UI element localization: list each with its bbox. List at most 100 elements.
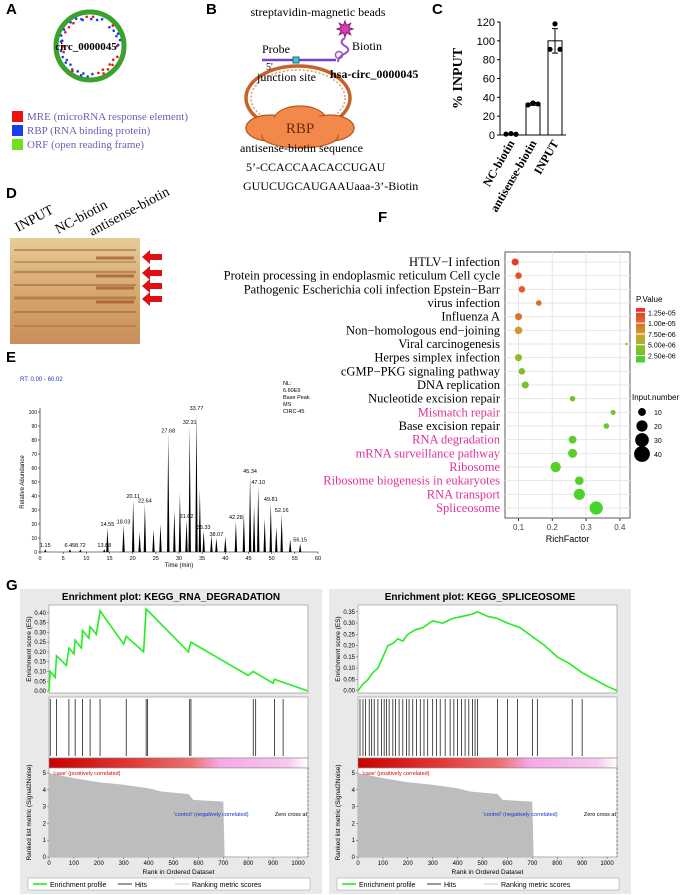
peak — [44, 549, 47, 552]
rbp-site — [61, 55, 65, 59]
y-tick-label: 0.25 — [343, 632, 355, 638]
peak-label: 1.15 — [40, 543, 51, 549]
data-point — [508, 130, 514, 137]
rbp-site — [108, 25, 111, 29]
rbp-site — [116, 32, 120, 36]
rbp-site — [95, 18, 99, 22]
mre-site — [85, 15, 89, 19]
y-tick-label: 80 — [483, 55, 495, 67]
y-tick-label: Ribosome — [449, 460, 500, 474]
y-tick-label: 0.40 — [34, 611, 46, 617]
x-tick-label: 30 — [176, 556, 182, 562]
rbp-site — [112, 29, 115, 33]
mre-site — [111, 63, 114, 67]
y-tick-label: Spliceosome — [436, 501, 500, 515]
rank-colorbar — [357, 757, 618, 769]
y-tick-label: DNA replication — [417, 378, 501, 392]
legend-label: Enrichment profile — [359, 882, 416, 889]
panel-label: F — [378, 209, 387, 226]
x-tick-label: 700 — [218, 861, 229, 867]
x-axis-label: Rank in Ordered Dataset — [452, 869, 524, 876]
peak — [275, 526, 278, 552]
y-tick-label: 3 — [352, 805, 356, 811]
y-tick-label: mRNA surveillance pathway — [356, 446, 501, 460]
y-tick-label: 0.05 — [34, 679, 46, 685]
rbp-site — [64, 61, 68, 64]
x-tick-label: 0.1 — [513, 523, 525, 532]
y-tick-label: 40 — [483, 92, 495, 104]
size-key — [638, 408, 646, 416]
peak — [242, 512, 246, 552]
x-tick-label: 800 — [243, 861, 254, 867]
peak-label: 56.15 — [293, 538, 307, 544]
data-point — [525, 102, 531, 108]
y-tick-label: Influenza A — [441, 310, 500, 324]
gsea-title: Enrichment plot: KEGG_RNA_DEGRADATION — [62, 592, 280, 603]
x-tick-label: 50 — [269, 556, 275, 562]
rbp-site — [59, 49, 63, 53]
y-tick-label: 20 — [31, 522, 37, 528]
size-key — [635, 433, 649, 447]
y-tick-label: Pathogenic Escherichia coli infection Ep… — [244, 282, 501, 296]
rbp-site — [115, 34, 118, 38]
bubble — [603, 423, 610, 429]
x-tick-label: 60 — [315, 556, 321, 562]
peak-label: 35.33 — [197, 525, 211, 531]
y-tick-label: 10 — [31, 536, 37, 542]
x-tick-label: 400 — [144, 861, 155, 867]
panel-label: D — [6, 185, 17, 202]
colorbar-step — [636, 344, 645, 347]
mre-site — [102, 72, 105, 75]
peak-label: 49.81 — [264, 497, 278, 503]
mre-site — [111, 58, 115, 62]
bubble — [521, 381, 529, 389]
peak-label: 6.45 — [65, 543, 76, 549]
sequence-line: GUUCUGCAUGAAUaaa-3’-Biotin — [243, 179, 418, 193]
y-tick-label: 0 — [352, 855, 356, 861]
rbp-site — [69, 21, 72, 24]
y-tick-label: RNA transport — [427, 487, 501, 501]
x-tick-label: 0 — [38, 556, 41, 562]
y-tick-label: Herpes simplex infection — [374, 351, 500, 365]
peak — [131, 500, 135, 552]
rbp-site — [79, 73, 83, 77]
peak — [68, 549, 72, 552]
y-tick-label: 4 — [352, 788, 356, 794]
y-tick-label: 20 — [483, 111, 495, 123]
ranking-metric — [358, 773, 617, 857]
data-point — [547, 46, 553, 52]
scan-note: 6.60E9 — [283, 388, 300, 394]
circ-rna-inner — [250, 69, 346, 127]
x-tick-label: 600 — [193, 861, 204, 867]
peak — [159, 524, 162, 552]
peak — [143, 504, 147, 552]
y-tick-label: 0.10 — [34, 669, 46, 675]
colorbar-step — [636, 318, 645, 321]
peak-label: 52.16 — [275, 508, 289, 514]
y-axis-label: Ranked list metric (Signal2Noise) — [335, 764, 342, 860]
gel-image — [10, 238, 140, 344]
peak-label: 22.64 — [138, 498, 152, 504]
y-tick-label: 5 — [352, 771, 356, 777]
junction-label: junction site — [256, 70, 316, 84]
x-tick-label: 0.2 — [547, 523, 559, 532]
x-tick-label: 500 — [169, 861, 180, 867]
y-tick-label: 0.00 — [343, 689, 355, 695]
colorbar-step — [636, 348, 645, 351]
y-tick-label: 0 — [43, 855, 47, 861]
peak — [138, 532, 141, 552]
peak — [106, 528, 109, 552]
scan-note: NL: — [283, 381, 292, 387]
y-tick-label: cGMP−PKG signaling pathway — [341, 364, 501, 378]
size-key-label: 10 — [654, 410, 662, 417]
rbp-label: RBP — [286, 121, 314, 137]
y-tick-label: 0.05 — [343, 677, 355, 683]
colorbar-step — [636, 360, 645, 363]
peak — [210, 535, 213, 552]
ranking-metric — [49, 773, 308, 857]
rbp-site — [100, 17, 104, 21]
colorbar-label: 5.00e-06 — [648, 343, 676, 350]
x-axis-label: RichFactor — [546, 534, 590, 544]
rbp-site — [76, 70, 79, 73]
